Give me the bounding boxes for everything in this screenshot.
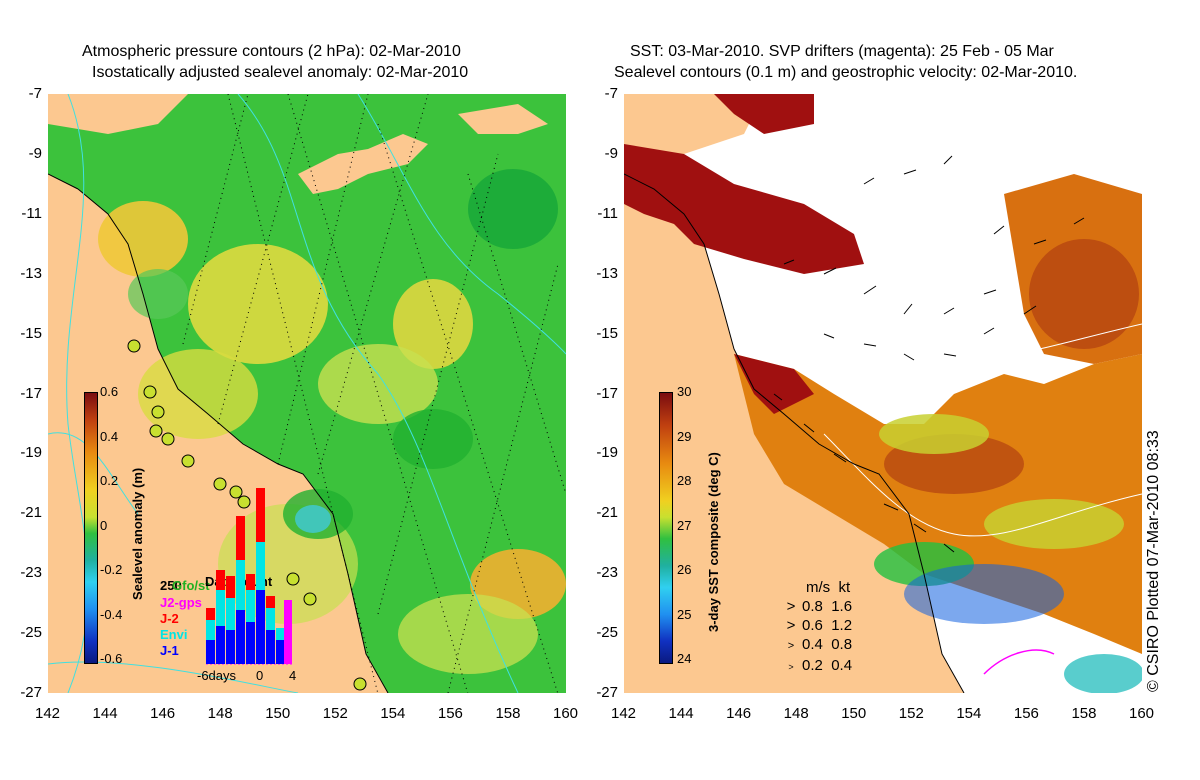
longitude-tick: 156 xyxy=(437,705,463,722)
longitude-tick: 152 xyxy=(898,705,924,722)
colorbar-tick: 26 xyxy=(677,562,692,577)
legend-j1: J-1 xyxy=(160,643,179,658)
latitude-tick: -13 xyxy=(596,264,618,282)
left-title-line1: Atmospheric pressure contours (2 hPa): 0… xyxy=(82,43,461,60)
legend-gfo: Gfo/st xyxy=(172,578,210,593)
colorbar-tick: -0.6 xyxy=(100,651,123,666)
longitude-tick: 144 xyxy=(668,705,694,722)
colorbar-tick: -0.4 xyxy=(100,606,123,622)
histogram-label-start: -6days xyxy=(197,668,237,683)
latitude-tick: -23 xyxy=(20,564,42,582)
data-count-legend-list: J2-gps J-2 Envi J-1 xyxy=(160,595,202,659)
latitude-tick: -17 xyxy=(596,384,618,402)
latitude-tick: -7 xyxy=(28,85,42,102)
latitude-tick: -7 xyxy=(604,85,618,102)
latitude-tick: -21 xyxy=(596,504,618,522)
longitude-tick: 160 xyxy=(1129,705,1155,722)
colorbar-tick: 0.6 xyxy=(100,384,119,399)
colorbar-tick: -0.2 xyxy=(100,562,123,577)
colorbar-tick: 29 xyxy=(677,428,692,444)
velocity-vectors xyxy=(773,155,1085,553)
latitude-tick: -17 xyxy=(20,384,42,402)
longitude-tick: 152 xyxy=(322,705,348,722)
latitude-tick: -25 xyxy=(20,624,42,642)
latitude-tick: -13 xyxy=(20,264,42,282)
copyright-text: © CSIRO Plotted 07-Mar-2010 08:33 xyxy=(1145,430,1162,692)
longitude-tick: 146 xyxy=(726,705,752,722)
sst-map xyxy=(624,94,1142,693)
latitude-tick: -27 xyxy=(20,684,42,701)
right-map-panel xyxy=(624,94,1142,693)
sst-colorbar-label: 3-day SST composite (deg C) xyxy=(706,452,721,632)
latitude-tick: -25 xyxy=(596,624,618,642)
longitude-tick: 148 xyxy=(783,705,809,722)
longitude-tick: 156 xyxy=(1013,705,1039,722)
arrow-icon: > xyxy=(786,598,796,615)
longitude-tick: 154 xyxy=(956,705,982,722)
latitude-tick: -19 xyxy=(20,444,42,462)
longitude-tick: 142 xyxy=(611,705,637,722)
right-title-line2: Sealevel contours (0.1 m) and geostrophi… xyxy=(614,64,1078,81)
histogram-label-zero: 0 xyxy=(256,668,264,683)
left-map-panel xyxy=(48,94,566,693)
latitude-tick: -15 xyxy=(596,324,618,342)
legend-j2: J-2 xyxy=(160,611,179,626)
colorbar-tick: 0 xyxy=(100,517,108,533)
latitude-tick: -9 xyxy=(604,144,618,162)
histogram-label-end: 4 xyxy=(289,668,297,683)
sealevel-anomaly-map xyxy=(48,94,566,693)
longitude-tick: 150 xyxy=(265,705,291,722)
left-title-line2: Isostatically adjusted sealevel anomaly:… xyxy=(92,64,469,81)
longitude-tick: 158 xyxy=(1071,705,1097,722)
sealevel-colorbar xyxy=(84,392,98,664)
colorbar-tick: 27 xyxy=(677,517,692,533)
longitude-tick: 146 xyxy=(150,705,176,722)
velocity-header-ms: m/s xyxy=(806,579,831,596)
colorbar-tick: 0.4 xyxy=(100,428,119,444)
legend-j2gps: J2-gps xyxy=(160,595,202,610)
longitude-tick: 160 xyxy=(553,705,579,722)
colorbar-tick: 28 xyxy=(677,473,692,488)
data-count-histogram xyxy=(206,488,292,665)
arrow-icon: > xyxy=(786,617,796,634)
velocity-header-kt: kt xyxy=(838,579,851,596)
colorbar-tick: 25 xyxy=(677,606,692,622)
latitude-tick: -9 xyxy=(28,144,42,162)
data-count-legend: 250 xyxy=(160,578,182,594)
sealevel-colorbar-label: Sealevel anomaly (m) xyxy=(130,467,145,600)
latitude-tick: -15 xyxy=(20,324,42,342)
colorbar-tick: 24 xyxy=(677,651,692,666)
legend-envi: Envi xyxy=(160,627,188,642)
latitude-tick: -21 xyxy=(20,504,42,522)
latitude-tick: -11 xyxy=(597,204,618,222)
data-count-max: 250 xyxy=(160,578,182,593)
sst-colorbar xyxy=(659,392,673,664)
longitude-tick: 154 xyxy=(380,705,406,722)
arrow-icon: > xyxy=(788,662,794,672)
colorbar-tick: 30 xyxy=(677,384,692,399)
longitude-tick: 150 xyxy=(841,705,867,722)
arrow-icon: > xyxy=(787,640,795,652)
latitude-tick: -27 xyxy=(596,684,618,701)
latitude-tick: -23 xyxy=(596,564,618,582)
velocity-legend: m/s kt >0.8 1.6 >0.6 1.2 >0.4 0.8 >0.2 0… xyxy=(780,578,852,677)
right-title-line1: SST: 03-Mar-2010. SVP drifters (magenta)… xyxy=(630,43,1054,60)
latitude-tick: -11 xyxy=(21,204,42,222)
longitude-tick: 142 xyxy=(35,705,61,722)
longitude-tick: 158 xyxy=(495,705,521,722)
latitude-tick: -19 xyxy=(596,444,618,462)
longitude-tick: 144 xyxy=(92,705,118,722)
longitude-tick: 148 xyxy=(207,705,233,722)
colorbar-tick: 0.2 xyxy=(100,473,119,488)
